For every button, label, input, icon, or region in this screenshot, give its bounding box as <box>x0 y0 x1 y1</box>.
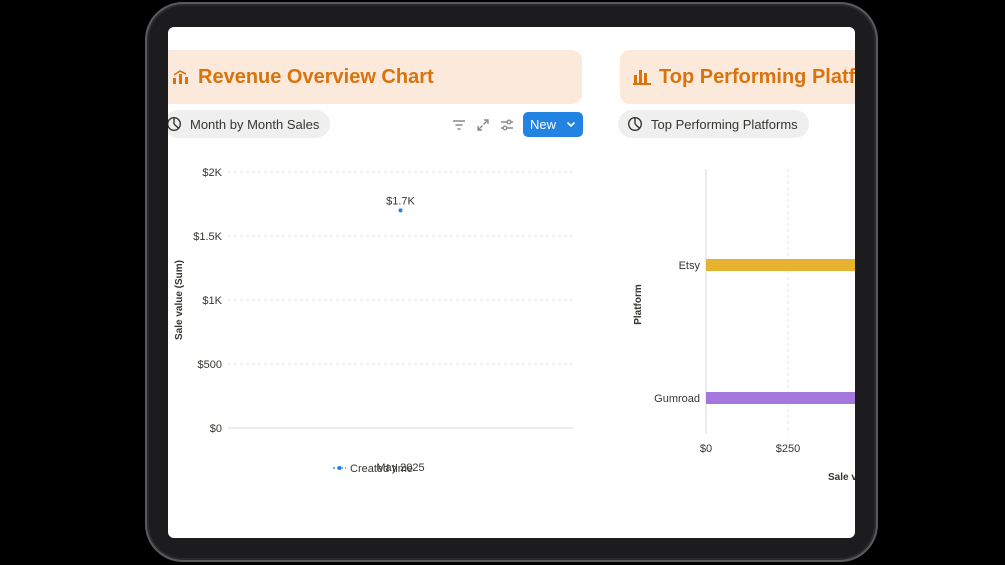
y-tick-label: Gumroad <box>654 393 700 405</box>
filter-icon[interactable] <box>451 117 467 133</box>
bar-etsy[interactable] <box>706 259 855 271</box>
new-button-label: New <box>530 117 557 132</box>
platforms-panel-title: Top Performing Platfo <box>659 65 855 88</box>
x-tick-label: May 2025 <box>376 462 424 474</box>
view-tab-top-platforms[interactable]: Top Performing Platforms <box>618 110 809 138</box>
bar-gumroad[interactable] <box>706 392 855 404</box>
y-tick-label: $2K <box>202 167 222 179</box>
y-tick-label: $500 <box>198 359 222 371</box>
expand-icon[interactable] <box>475 117 491 133</box>
bar-chart-icon <box>173 70 188 84</box>
y-axis-title: Sale value (Sum) <box>174 260 185 340</box>
pie-chart-icon <box>627 116 643 132</box>
legend-label: Created time <box>350 463 413 475</box>
screen: Revenue Overview Chart Top Performing Pl… <box>168 27 855 538</box>
y-tick-label: Etsy <box>679 260 701 272</box>
x-tick-label: $0 <box>700 443 712 455</box>
revenue-panel-title: Revenue Overview Chart <box>198 65 434 88</box>
x-tick-label: $250 <box>776 443 800 455</box>
view-tab-month-by-month[interactable]: Month by Month Sales <box>168 110 331 138</box>
view-tab-label: Month by Month Sales <box>190 116 320 132</box>
data-label: $1.7K <box>386 195 415 207</box>
bar-chart-icon <box>633 70 651 85</box>
y-tick-label: $1.5K <box>193 231 222 243</box>
revenue-panel-header: Revenue Overview Chart <box>168 50 582 104</box>
x-axis-title: Sale v <box>828 472 855 483</box>
legend-marker <box>337 466 342 470</box>
y-axis-title: Platform <box>633 284 644 325</box>
y-tick-label: $0 <box>210 423 222 435</box>
y-tick-label: $1K <box>202 295 222 307</box>
chevron-down-icon[interactable] <box>565 118 577 130</box>
revenue-line-chart: $0 $500 $1K $1.5K $2K May 2025 Sale value (Sum… <box>174 167 573 475</box>
platforms-bar-chart: $0 $250 Etsy Gumroad Platform Sale v <box>633 169 855 483</box>
new-button[interactable]: New <box>523 112 583 137</box>
pie-chart-icon <box>168 117 181 131</box>
view-tab-label: Top Performing Platforms <box>651 116 798 132</box>
settings-sliders-icon[interactable] <box>499 117 515 133</box>
platforms-panel-header: Top Performing Platfo <box>620 50 855 104</box>
data-point[interactable] <box>398 208 403 213</box>
